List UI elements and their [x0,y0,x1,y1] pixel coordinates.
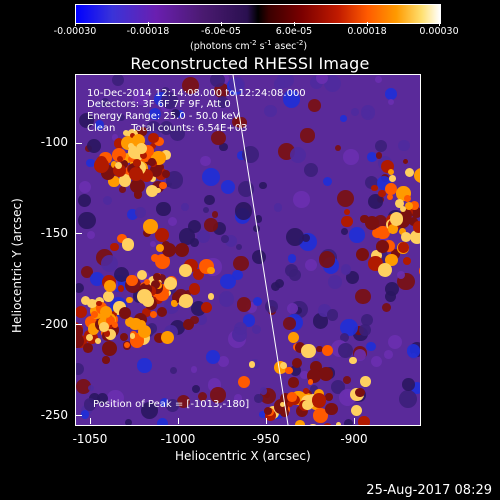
y-axis-title: Heliocentric Y (arcsec) [10,198,24,333]
time-range-text: 10-Dec-2014 12:14:08.000 to 12:24:08.000 [87,88,306,99]
y-tick [76,233,82,234]
y-tick [76,415,82,416]
colorbar-tick-label: 6.0e-05 [275,26,313,37]
y-tick-label: -200 [40,317,68,331]
x-tick-label: -950 [252,432,280,446]
limb-line [232,75,289,425]
colorbar-tick [367,22,368,26]
colorbar-tick [221,22,222,26]
colorbar-tick [294,22,295,26]
colorbar-tick-label: -6.0e-05 [201,26,241,37]
x-tick [178,418,179,424]
y-tick-label: -100 [40,135,68,149]
x-axis-title: Heliocentric X (arcsec) [175,449,311,463]
y-tick-label: -250 [40,408,68,422]
y-tick [76,143,82,144]
timestamp: 25-Aug-2017 08:29 [366,483,492,498]
x-tick-label: -1000 [160,432,196,446]
y-tick [76,324,82,325]
colorbar-tick-label: -0.00018 [126,26,170,37]
x-tick [90,418,91,424]
x-tick-label: -900 [340,432,368,446]
colorbar-tick-label: 0.00030 [419,26,459,37]
colorbar [75,4,441,24]
colorbar-tick [75,22,76,26]
colorbar-units: (photons cm-2 s-1 asec-2) [190,39,308,53]
y-tick-label: -150 [40,226,68,240]
image-title: Reconstructed RHESSI Image [130,54,370,73]
energy-range-text: Energy Range: 25.0 - 50.0 keV [87,111,240,122]
peak-position-text: Position of Peak = [-1013,-180] [93,399,250,410]
x-tick [354,418,355,424]
colorbar-tick [148,22,149,26]
colorbar-tick [439,22,440,26]
clean-counts-text: Clean Total counts: 6.54E+03 [87,123,248,134]
image-plot: 10-Dec-2014 12:14:08.000 to 12:24:08.000… [75,74,421,426]
colorbar-tick-label: -0.00030 [53,26,97,37]
x-tick-label: -1050 [72,432,108,446]
detectors-text: Detectors: 3F 6F 7F 9F, Att 0 [87,99,231,110]
colorbar-tick-label: 0.00018 [347,26,387,37]
x-tick [266,418,267,424]
